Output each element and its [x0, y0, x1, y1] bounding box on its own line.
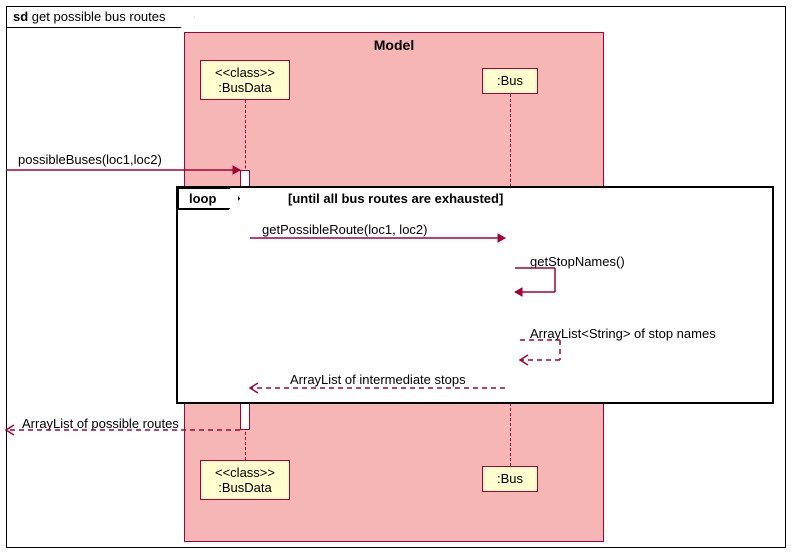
participant-name: :BusData: [211, 480, 279, 495]
return-intermediate-stops: ArrayList of intermediate stops: [290, 372, 466, 387]
loop-label: loop: [177, 187, 240, 210]
participant-busdata-top: <<class>> :BusData: [200, 60, 290, 100]
return-possible-routes: ArrayList of possible routes: [22, 416, 179, 431]
return-stop-names: ArrayList<String> of stop names: [530, 326, 716, 341]
loop-fragment: loop [until all bus routes are exhausted…: [176, 186, 774, 404]
participant-name: :Bus: [493, 73, 527, 88]
message-possible-buses: possibleBuses(loc1,loc2): [18, 152, 162, 167]
sd-title-tab: sd get possible bus routes: [6, 6, 195, 28]
model-title: Model: [185, 37, 603, 53]
participant-busdata-bottom: <<class>> :BusData: [200, 460, 290, 500]
participant-bus-top: :Bus: [482, 68, 538, 94]
sd-keyword: sd: [13, 9, 28, 24]
participant-bus-bottom: :Bus: [482, 466, 538, 492]
stereotype: <<class>>: [211, 465, 279, 480]
participant-name: :Bus: [493, 471, 527, 486]
participant-name: :BusData: [211, 80, 279, 95]
sd-title: get possible bus routes: [32, 9, 166, 24]
loop-condition: [until all bus routes are exhausted]: [288, 191, 503, 206]
message-get-possible-route: getPossibleRoute(loc1, loc2): [262, 222, 427, 237]
stereotype: <<class>>: [211, 65, 279, 80]
message-get-stop-names: getStopNames(): [530, 254, 625, 269]
